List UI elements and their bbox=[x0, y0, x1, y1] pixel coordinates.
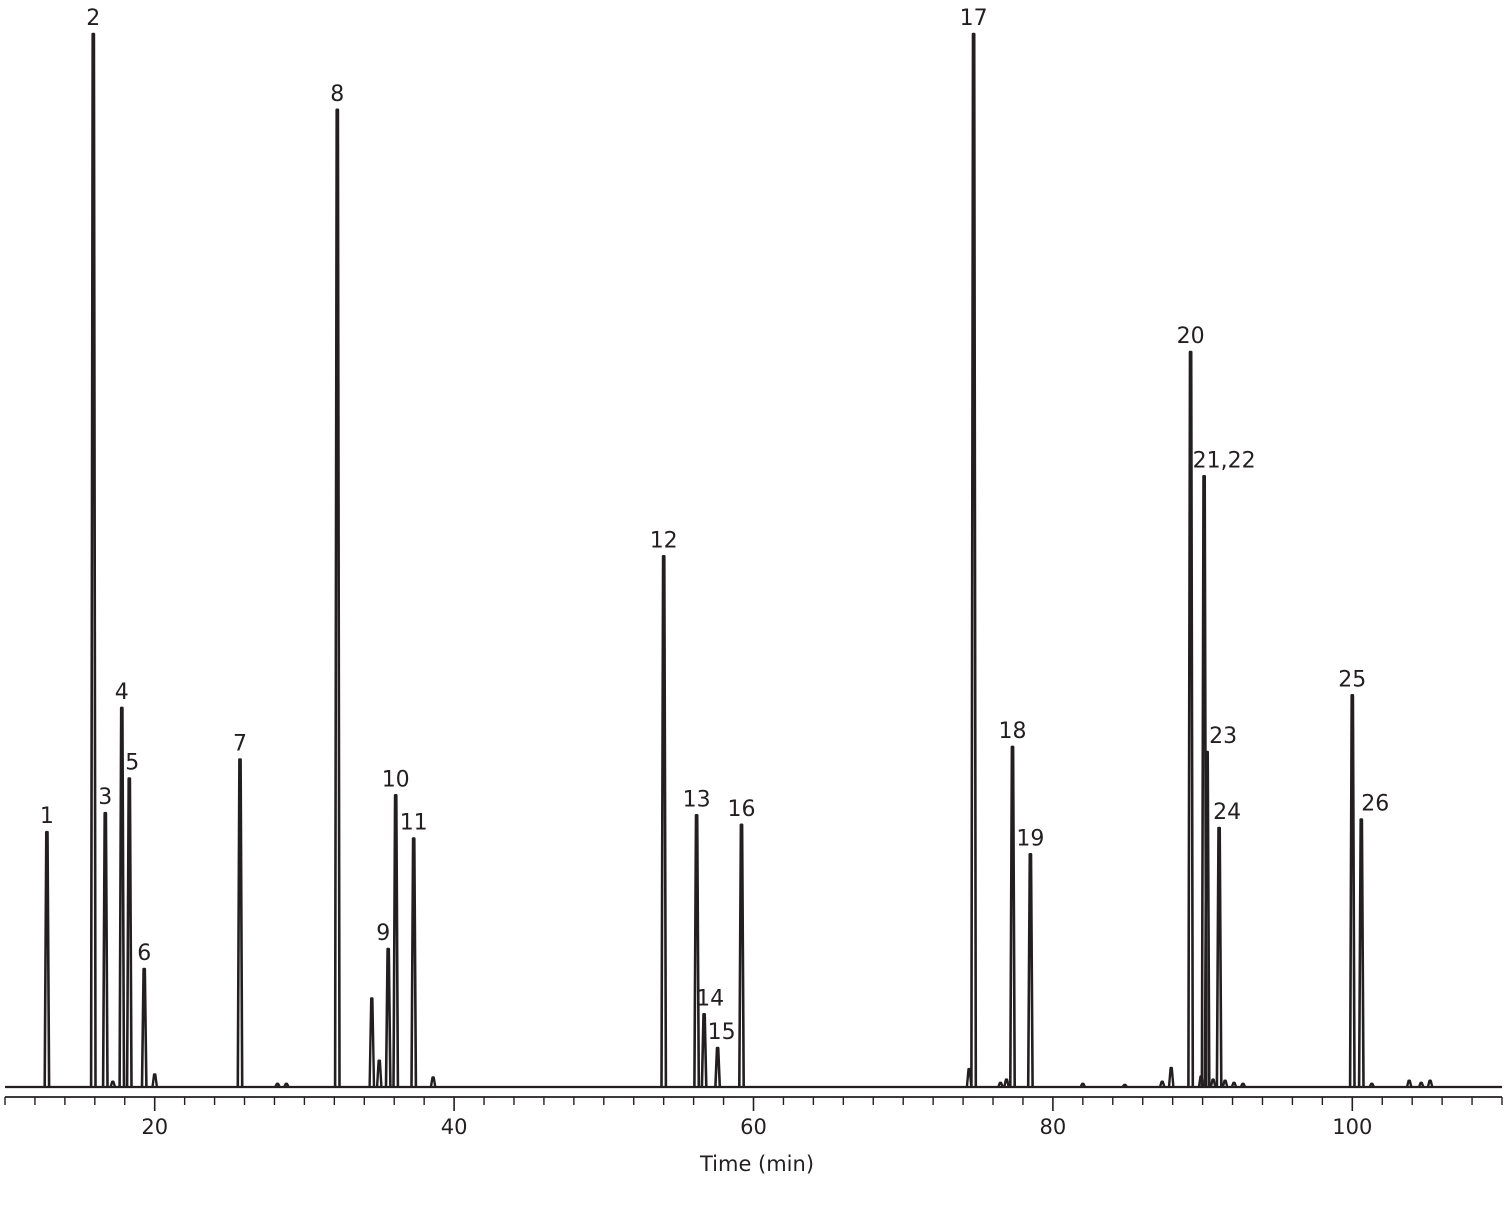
minor-peak bbox=[1121, 1083, 1128, 1088]
peak-label: 12 bbox=[650, 528, 678, 553]
minor-peak bbox=[1003, 1078, 1010, 1088]
x-tick-label: 80 bbox=[1040, 1115, 1067, 1139]
minor-peak bbox=[1417, 1081, 1425, 1088]
peak-label: 6 bbox=[137, 941, 151, 966]
minor-peak bbox=[997, 1081, 1004, 1088]
peak-label: 10 bbox=[382, 767, 410, 792]
x-axis-title: Time (min) bbox=[699, 1152, 814, 1176]
peak-label: 18 bbox=[999, 719, 1027, 744]
peak-13 bbox=[693, 814, 701, 1088]
x-tick-label: 100 bbox=[1332, 1115, 1372, 1139]
x-tick-label: 40 bbox=[441, 1115, 468, 1139]
minor-peak bbox=[1239, 1082, 1247, 1088]
peak-16 bbox=[738, 823, 745, 1088]
minor-peak bbox=[429, 1076, 437, 1088]
peak-9 bbox=[384, 947, 392, 1088]
peak-label: 5 bbox=[125, 751, 139, 776]
minor-peak bbox=[375, 1059, 383, 1088]
minor-peak bbox=[1368, 1082, 1376, 1088]
minor-peak bbox=[1230, 1081, 1238, 1088]
peak-7 bbox=[236, 758, 244, 1088]
peak-label: 24 bbox=[1213, 800, 1241, 825]
peak-1 bbox=[43, 830, 51, 1088]
minor-peak bbox=[1158, 1080, 1166, 1088]
peak-label: 1 bbox=[40, 804, 54, 829]
minor-peak bbox=[1079, 1082, 1087, 1088]
peak-5 bbox=[125, 777, 133, 1088]
peak-6 bbox=[140, 967, 148, 1088]
peak-15 bbox=[714, 1046, 722, 1088]
peak-label: 15 bbox=[708, 1020, 736, 1045]
peak-label: 11 bbox=[400, 811, 428, 836]
minor-peak bbox=[1221, 1079, 1229, 1088]
peak-label: 20 bbox=[1177, 324, 1205, 349]
peak-14 bbox=[700, 1013, 708, 1088]
peak-12 bbox=[660, 555, 668, 1088]
peak-label: 19 bbox=[1016, 826, 1044, 851]
minor-peak bbox=[151, 1073, 159, 1088]
minor-peak bbox=[109, 1080, 117, 1088]
peak-19 bbox=[1026, 853, 1034, 1088]
peak-label: 16 bbox=[728, 797, 756, 822]
peak-label: 14 bbox=[696, 986, 724, 1011]
peak-8 bbox=[333, 108, 341, 1088]
peak-18 bbox=[1009, 745, 1016, 1088]
peak-4 bbox=[118, 706, 126, 1088]
chromatogram-trace-layer bbox=[5, 32, 1502, 1089]
peak-20 bbox=[1187, 350, 1195, 1088]
peak-24 bbox=[1215, 826, 1223, 1088]
minor-peak bbox=[274, 1082, 281, 1088]
peak-label: 26 bbox=[1361, 792, 1389, 817]
peak-2 bbox=[89, 32, 97, 1088]
minor-peak bbox=[1426, 1079, 1434, 1088]
minor-peak bbox=[368, 997, 376, 1088]
x-tick-label: 20 bbox=[141, 1115, 168, 1139]
peak-label: 21,22 bbox=[1193, 448, 1256, 473]
peak-label: 8 bbox=[330, 82, 344, 107]
minor-peak bbox=[1167, 1066, 1175, 1088]
peak-label: 2 bbox=[86, 6, 100, 31]
minor-peak bbox=[1209, 1078, 1217, 1088]
peak-3 bbox=[101, 811, 109, 1088]
peak-26 bbox=[1357, 818, 1365, 1088]
peak-11 bbox=[410, 837, 418, 1088]
peak-label: 9 bbox=[376, 921, 390, 946]
peak-label: 4 bbox=[115, 680, 129, 705]
peak-label: 25 bbox=[1338, 667, 1366, 692]
peak-25 bbox=[1348, 694, 1356, 1088]
x-axis: 20 40 60 80 100 bbox=[4, 1096, 1503, 1139]
x-tick-label: 60 bbox=[740, 1115, 767, 1139]
peak-label: 13 bbox=[683, 787, 711, 812]
peak-label: 7 bbox=[233, 732, 247, 757]
peak-23 bbox=[1203, 750, 1211, 1088]
peak-labels: 123456789101112131415161718192021,222324… bbox=[40, 6, 1389, 1045]
minor-peak bbox=[1405, 1079, 1413, 1088]
peak-label: 17 bbox=[960, 6, 988, 31]
peak-10 bbox=[392, 794, 400, 1088]
peak-17 bbox=[970, 32, 978, 1088]
peak-label: 23 bbox=[1209, 724, 1237, 749]
peak-label: 3 bbox=[98, 785, 112, 810]
minor-peak bbox=[283, 1082, 290, 1088]
